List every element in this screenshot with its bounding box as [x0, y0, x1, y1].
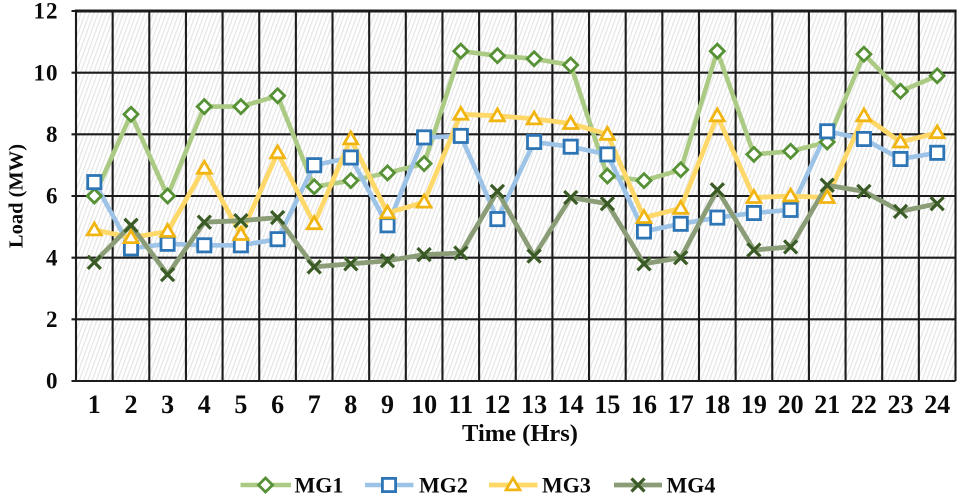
svg-text:9: 9	[381, 390, 394, 419]
svg-text:0: 0	[46, 369, 59, 394]
svg-text:5: 5	[234, 390, 247, 419]
svg-text:6: 6	[46, 184, 59, 209]
svg-text:13: 13	[521, 390, 547, 419]
svg-text:22: 22	[851, 390, 877, 419]
svg-text:11: 11	[449, 390, 474, 419]
svg-text:23: 23	[888, 390, 914, 419]
svg-text:16: 16	[631, 390, 657, 419]
svg-text:21: 21	[814, 390, 840, 419]
svg-text:7: 7	[308, 390, 321, 419]
svg-text:3: 3	[161, 390, 174, 419]
svg-text:10: 10	[34, 60, 59, 85]
svg-text:14: 14	[558, 390, 584, 419]
svg-text:19: 19	[741, 390, 767, 419]
svg-text:12: 12	[484, 390, 510, 419]
svg-text:15: 15	[594, 390, 620, 419]
svg-text:20: 20	[778, 390, 804, 419]
svg-text:12: 12	[34, 0, 59, 24]
svg-text:1: 1	[88, 390, 101, 419]
svg-text:2: 2	[125, 390, 138, 419]
svg-text:10: 10	[411, 390, 437, 419]
svg-text:18: 18	[704, 390, 730, 419]
svg-text:MG3: MG3	[542, 473, 591, 497]
svg-text:17: 17	[668, 390, 694, 419]
svg-text:6: 6	[271, 390, 284, 419]
svg-text:8: 8	[344, 390, 357, 419]
svg-text:8: 8	[46, 122, 59, 147]
svg-text:24: 24	[924, 390, 950, 419]
svg-text:4: 4	[46, 245, 59, 270]
svg-text:MG4: MG4	[667, 473, 716, 497]
svg-text:4: 4	[198, 390, 211, 419]
svg-text:2: 2	[46, 307, 59, 332]
svg-text:Time (Hrs): Time (Hrs)	[462, 420, 578, 447]
svg-text:Load (MW): Load (MW)	[6, 144, 28, 248]
svg-text:MG2: MG2	[419, 473, 468, 497]
svg-text:MG1: MG1	[295, 473, 344, 497]
